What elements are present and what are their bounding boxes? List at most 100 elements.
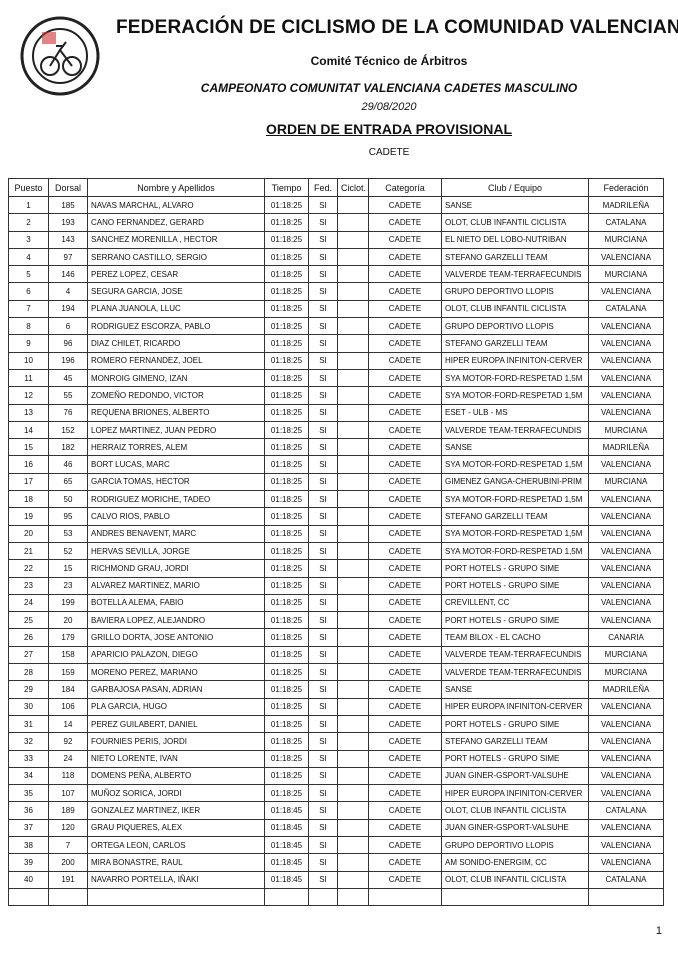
cell: AM SONIDO-ENERGIM, CC (441, 853, 589, 872)
cell: CADETE (368, 749, 442, 768)
cell: SI (308, 195, 338, 215)
cell: 11 (8, 368, 49, 388)
cell: SI (308, 749, 338, 768)
cell: PORT HOTELS - GRUPO SIME (441, 611, 589, 630)
cell: 76 (48, 403, 88, 422)
row: 37 120 GRAU PIQUERES, ALEX 01:18:45 SI CADETE… (8, 818, 664, 837)
cell: CADETE (368, 299, 442, 319)
cell: SI (308, 230, 338, 249)
cell: CATALANA (588, 213, 664, 232)
row: 9 96 DIAZ CHILET, RICARDO 01:18:25 SI CADETE S… (8, 334, 664, 353)
cell: 30 (8, 697, 49, 716)
cell: GARCIA TOMAS, HECTOR (87, 472, 265, 492)
cell: GRUPO DEPORTIVO LLOPIS (441, 282, 589, 301)
cell: 24 (8, 593, 49, 613)
cell: SANSE (441, 438, 589, 457)
cell: CADETE (368, 663, 442, 682)
cell: 01:18:25 (264, 368, 309, 388)
cell: SI (308, 403, 338, 422)
cell: SI (308, 317, 338, 336)
cell: SI (308, 628, 338, 647)
cell: 01:18:45 (264, 870, 309, 889)
empty-row (8, 887, 664, 907)
column-header: Club / Equipo (441, 178, 589, 197)
cell: 13 (8, 403, 49, 422)
cell: 15 (48, 559, 88, 578)
cell: VALENCIANA (588, 766, 664, 786)
cell: 8 (8, 317, 49, 336)
cell: CADETE (368, 507, 442, 526)
cell: STEFANO GARZELLI TEAM (441, 247, 589, 267)
cell: 01:18:45 (264, 835, 309, 855)
row: 11 45 MONROIG GIMENO, IZAN 01:18:25 SI CADETE… (8, 368, 664, 388)
empty-cell (337, 835, 369, 855)
cell: STEFANO GARZELLI TEAM (441, 732, 589, 751)
empty-cell (337, 870, 369, 889)
row: 18 50 RODRIGUEZ MORICHE, TADEO 01:18:25 SI CA… (8, 490, 664, 509)
empty-cell (337, 282, 369, 301)
row: 34 118 DOMENS PEÑA, ALBERTO 01:18:25 SI CADET… (8, 766, 664, 786)
cell: GRAU PIQUERES, ALEX (87, 818, 265, 837)
cell: SI (308, 541, 338, 561)
cell: 14 (48, 714, 88, 734)
cell: 5 (8, 265, 49, 284)
cell: CALVO RIOS, PABLO (87, 507, 265, 526)
cell: PORT HOTELS - GRUPO SIME (441, 576, 589, 595)
cell: 107 (48, 784, 88, 803)
cell: SI (308, 680, 338, 699)
cell: 23 (48, 576, 88, 595)
cell: BOTELLA ALEMA, FABIO (87, 593, 265, 613)
cell: CADETE (368, 853, 442, 872)
cell: CADETE (368, 680, 442, 699)
empty-cell (337, 317, 369, 336)
cell: MONROIG GIMENO, IZAN (87, 368, 265, 388)
cell: 29 (8, 680, 49, 699)
cell: VALENCIANA (588, 403, 664, 422)
cell: DOMENS PEÑA, ALBERTO (87, 766, 265, 786)
cell: PEREZ LOPEZ, CESAR (87, 265, 265, 284)
cell: CADETE (368, 766, 442, 786)
cell: 24 (48, 749, 88, 768)
cell: MIRA BONASTRE, RAUL (87, 853, 265, 872)
cell: 182 (48, 438, 88, 457)
cell: VALENCIANA (588, 576, 664, 595)
cell: SI (308, 784, 338, 803)
cell: SI (308, 299, 338, 319)
cell: 01:18:45 (264, 853, 309, 872)
cell: 184 (48, 680, 88, 699)
cell: SYA MOTOR-FORD-RESPETAD 1,5M (441, 368, 589, 388)
cell: 6 (8, 282, 49, 301)
row: 4 97 SERRANO CASTILLO, SERGIO 01:18:25 SI CAD… (8, 247, 664, 267)
cell: PORT HOTELS - GRUPO SIME (441, 749, 589, 768)
cell: CADETE (368, 368, 442, 388)
cell: 01:18:25 (264, 195, 309, 215)
cell: VALENCIANA (588, 835, 664, 855)
column-header: Ciclot. (337, 178, 369, 197)
cell: SI (308, 282, 338, 301)
cell: VALENCIANA (588, 282, 664, 301)
cell: 35 (8, 784, 49, 803)
cell: 01:18:25 (264, 265, 309, 284)
row: 31 14 PEREZ GUILABERT, DANIEL 01:18:25 SI CAD… (8, 714, 664, 734)
cell: OLOT, CLUB INFANTIL CICLISTA (441, 870, 589, 889)
cell: GRUPO DEPORTIVO LLOPIS (441, 317, 589, 336)
cell: VALENCIANA (588, 853, 664, 872)
cell: OLOT, CLUB INFANTIL CICLISTA (441, 213, 589, 232)
empty-cell (337, 524, 369, 543)
cell: 55 (48, 386, 88, 405)
cell: CADETE (368, 524, 442, 543)
cell: 185 (48, 195, 88, 215)
cell: REQUENA BRIONES, ALBERTO (87, 403, 265, 422)
row: 15 182 HERRAIZ TORRES, ALEM 01:18:25 SI CADET… (8, 438, 664, 457)
cell: CADETE (368, 265, 442, 284)
cell: APARICIO PALAZON, DIEGO (87, 645, 265, 665)
empty-cell (588, 887, 664, 907)
cell: CATALANA (588, 870, 664, 889)
cell: VALENCIANA (588, 541, 664, 561)
row: 10 196 ROMERO FERNANDEZ, JOEL 01:18:25 SI CAD… (8, 351, 664, 370)
cell: 27 (8, 645, 49, 665)
cell: HERRAIZ TORRES, ALEM (87, 438, 265, 457)
cell: SYA MOTOR-FORD-RESPETAD 1,5M (441, 541, 589, 561)
cell: CREVILLENT, CC (441, 593, 589, 613)
cell: SYA MOTOR-FORD-RESPETAD 1,5M (441, 386, 589, 405)
